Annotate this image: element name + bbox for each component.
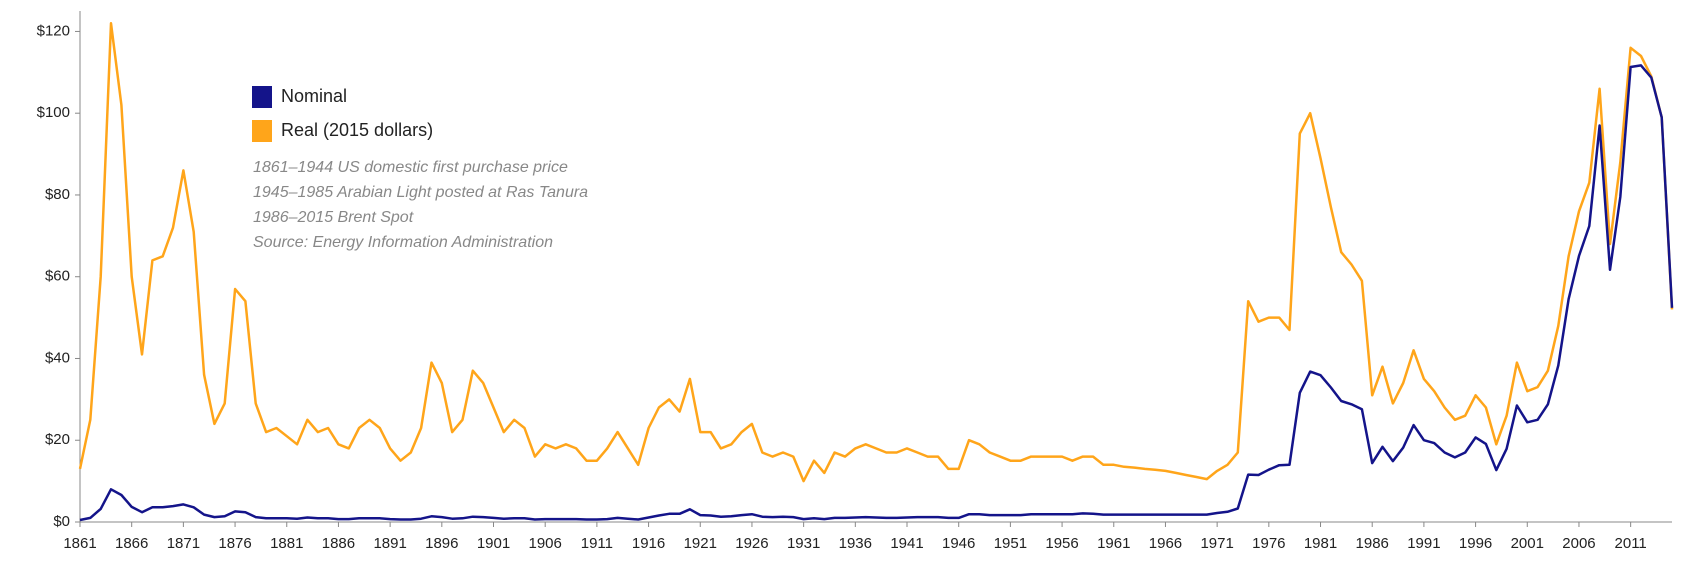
x-tick-label: 1991 xyxy=(1407,535,1440,552)
x-tick-label: 1956 xyxy=(1045,535,1078,552)
x-tick-label: 1971 xyxy=(1200,535,1233,552)
x-tick-label: 1861 xyxy=(63,535,96,552)
x-tick-label: 1981 xyxy=(1304,535,1337,552)
x-tick-label: 1961 xyxy=(1097,535,1130,552)
y-tick-label: $0 xyxy=(53,513,70,530)
x-tick-label: 1901 xyxy=(477,535,510,552)
x-tick-label: 1876 xyxy=(218,535,251,552)
x-tick-label: 1936 xyxy=(839,535,872,552)
x-tick-label: 1896 xyxy=(425,535,458,552)
x-tick-label: 1986 xyxy=(1356,535,1389,552)
annotation: Source: Energy Information Administratio… xyxy=(253,234,553,251)
x-tick-label: 1931 xyxy=(787,535,820,552)
annotation: 1945–1985 Arabian Light posted at Ras Ta… xyxy=(253,184,588,201)
legend-swatch xyxy=(252,120,272,142)
x-tick-label: 1866 xyxy=(115,535,148,552)
series-line xyxy=(78,22,1674,483)
x-tick-label: 1976 xyxy=(1252,535,1285,552)
x-tick-label: 1966 xyxy=(1149,535,1182,552)
x-tick-label: 1916 xyxy=(632,535,665,552)
x-tick-label: 2006 xyxy=(1562,535,1595,552)
y-tick-label: $120 xyxy=(37,22,70,39)
annotation: 1986–2015 Brent Spot xyxy=(253,209,414,226)
legend-swatch xyxy=(252,86,272,108)
x-tick-label: 1906 xyxy=(529,535,562,552)
x-tick-label: 1881 xyxy=(270,535,303,552)
annotation: 1861–1944 US domestic first purchase pri… xyxy=(253,159,568,176)
legend-label: Nominal xyxy=(281,86,347,106)
y-tick-label: $40 xyxy=(45,349,70,366)
x-tick-label: 1996 xyxy=(1459,535,1492,552)
x-tick-label: 1926 xyxy=(735,535,768,552)
y-tick-label: $80 xyxy=(45,186,70,203)
x-tick-label: 1891 xyxy=(373,535,406,552)
x-tick-label: 1871 xyxy=(167,535,200,552)
x-tick-label: 1951 xyxy=(994,535,1027,552)
x-tick-label: 2001 xyxy=(1511,535,1544,552)
x-tick-label: 1886 xyxy=(322,535,355,552)
x-tick-label: 1921 xyxy=(684,535,717,552)
x-tick-label: 1941 xyxy=(890,535,923,552)
y-tick-label: $100 xyxy=(37,104,70,121)
x-tick-label: 1946 xyxy=(942,535,975,552)
x-tick-label: 2011 xyxy=(1615,535,1647,552)
legend-label: Real (2015 dollars) xyxy=(281,120,433,140)
y-tick-label: $60 xyxy=(45,268,70,285)
x-tick-label: 1911 xyxy=(581,535,613,552)
series-line xyxy=(79,64,1674,522)
y-tick-label: $20 xyxy=(45,431,70,448)
